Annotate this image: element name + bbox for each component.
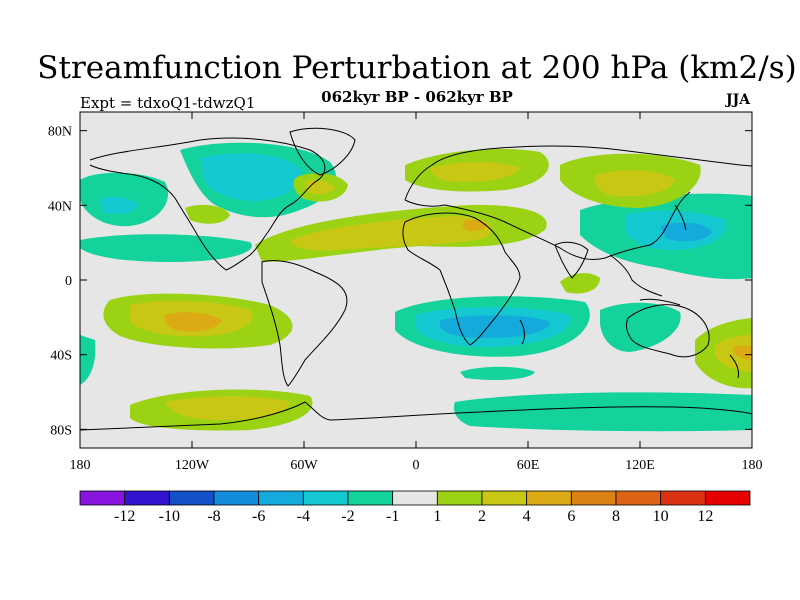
lat-tick-label: 40S [50,349,72,364]
colorbar-label: 1 [433,508,442,525]
season-label: JJA [726,92,751,108]
colorbar-swatch [124,490,170,506]
contour-fill [440,315,550,338]
lon-tick-label: 120W [175,458,210,473]
contour-fill [200,153,301,201]
contour-fill [164,312,222,332]
colorbar-label: 6 [567,508,576,525]
colorbar-label: 2 [478,508,486,525]
colorbar-swatch [213,490,260,506]
colorbar-swatch [481,490,528,506]
colorbar-label: 8 [612,508,620,525]
lon-tick-label: 180 [742,458,763,473]
coastlines [80,127,752,431]
coastline-india [554,241,589,279]
colorbar-swatch [526,490,572,506]
coastline-madagascar [519,319,525,345]
lon-tick-label: 120E [625,458,655,473]
colorbar-label: 12 [697,508,714,525]
lat-tick-label: 80N [48,125,72,140]
experiment-label: Expt = tdxoQ1-tdwzQ1 [80,94,256,112]
contour-fill [594,170,675,197]
colorbar-swatch [302,490,349,506]
colorbar-swatch [258,490,304,506]
colorbar [79,490,751,506]
colorbar-swatch [615,490,662,506]
colorbar-swatch [704,490,751,506]
coastline-europe-asia [404,145,752,261]
colorbar-label: -6 [251,508,266,525]
contour-fill [660,222,712,242]
lon-tick-label: 60E [517,458,540,473]
lon-tick-label: 60W [290,458,318,473]
contour-fill [600,302,681,352]
coastline-greenland [289,127,356,176]
colorbar-swatch [347,490,394,506]
colorbar-label: -1 [385,508,400,525]
colorbar-label: -10 [158,508,180,525]
chart-subtitle: 062kyr BP - 062kyr BP [321,88,513,106]
contour-fill [100,197,138,214]
colorbar-label: -4 [296,508,310,525]
contour-fill [80,234,252,262]
lat-tick-label: 0 [65,274,72,289]
colorbar-swatch [570,490,617,506]
axis-ticks: 80N 40N 0 40S 80S 180 120W 60W 0 60E 120E 180 [48,112,763,473]
colorbar-swatch [660,490,706,506]
colorbar-label: 4 [522,508,531,525]
coastline-australia [625,304,710,358]
colorbar-label: -8 [207,508,221,525]
coastline-japan [674,204,687,231]
contour-fill [733,345,752,360]
colorbar-swatch [168,490,215,506]
coastline-africa [402,212,521,346]
lon-tick-label: 180 [70,458,91,473]
coastline-south-america [261,259,348,387]
colorbar-swatch [436,490,483,506]
contour-fill [463,219,486,231]
colorbar-label: 10 [652,508,669,525]
contour-fill [560,273,600,294]
contour-fill [430,162,520,182]
contour-fill [715,335,752,372]
contour-fill [290,216,492,251]
contour-fill [185,204,230,224]
contour-fill [80,335,96,385]
lon-tick-label: 0 [413,458,420,473]
contour-fill [453,392,752,432]
contour-fill [460,366,535,380]
colorbar-swatch [79,490,126,506]
coastline-southeast-asia [609,254,681,306]
colorbar-swatch [392,490,438,506]
lat-tick-label: 80S [50,423,72,438]
coastline-new-zealand [729,354,739,379]
colorbar-label: -12 [113,508,136,525]
coastline-antarctica [80,401,752,431]
coastline-north-america [89,137,326,271]
contour-fill [165,396,290,420]
chart-title: Streamfunction Perturbation at 200 hPa (… [37,50,797,86]
colorbar-label: -2 [341,508,355,525]
lat-tick-label: 40N [48,199,72,214]
